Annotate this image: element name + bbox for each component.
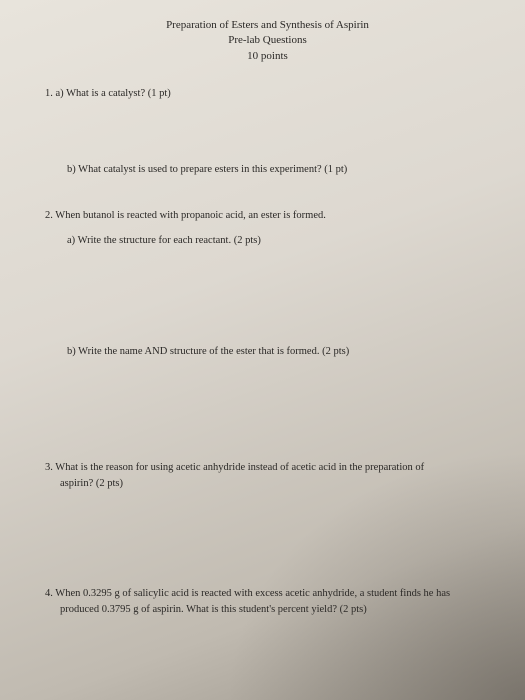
question-2: 2. When butanol is reacted with propanoi… <box>45 208 490 224</box>
worksheet-header: Preparation of Esters and Synthesis of A… <box>45 18 490 64</box>
question-4-line2: produced 0.3795 g of aspirin. What is th… <box>60 604 367 615</box>
points: 10 points <box>45 49 490 64</box>
question-4-line1: 4. When 0.3295 g of salicylic acid is re… <box>45 588 450 599</box>
question-3-line2: aspirin? (2 pts) <box>60 478 123 489</box>
question-3-line1: 3. What is the reason for using acetic a… <box>45 462 424 473</box>
question-1a: 1. a) What is a catalyst? (1 pt) <box>45 86 490 102</box>
question-4: 4. When 0.3295 g of salicylic acid is re… <box>45 586 490 618</box>
title: Preparation of Esters and Synthesis of A… <box>45 18 490 33</box>
worksheet-paper: Preparation of Esters and Synthesis of A… <box>0 0 525 700</box>
subtitle: Pre-lab Questions <box>45 33 490 48</box>
question-2a: a) Write the structure for each reactant… <box>67 233 490 249</box>
question-2b: b) Write the name AND structure of the e… <box>67 344 490 360</box>
question-3: 3. What is the reason for using acetic a… <box>45 460 490 492</box>
question-1b: b) What catalyst is used to prepare este… <box>67 162 490 178</box>
